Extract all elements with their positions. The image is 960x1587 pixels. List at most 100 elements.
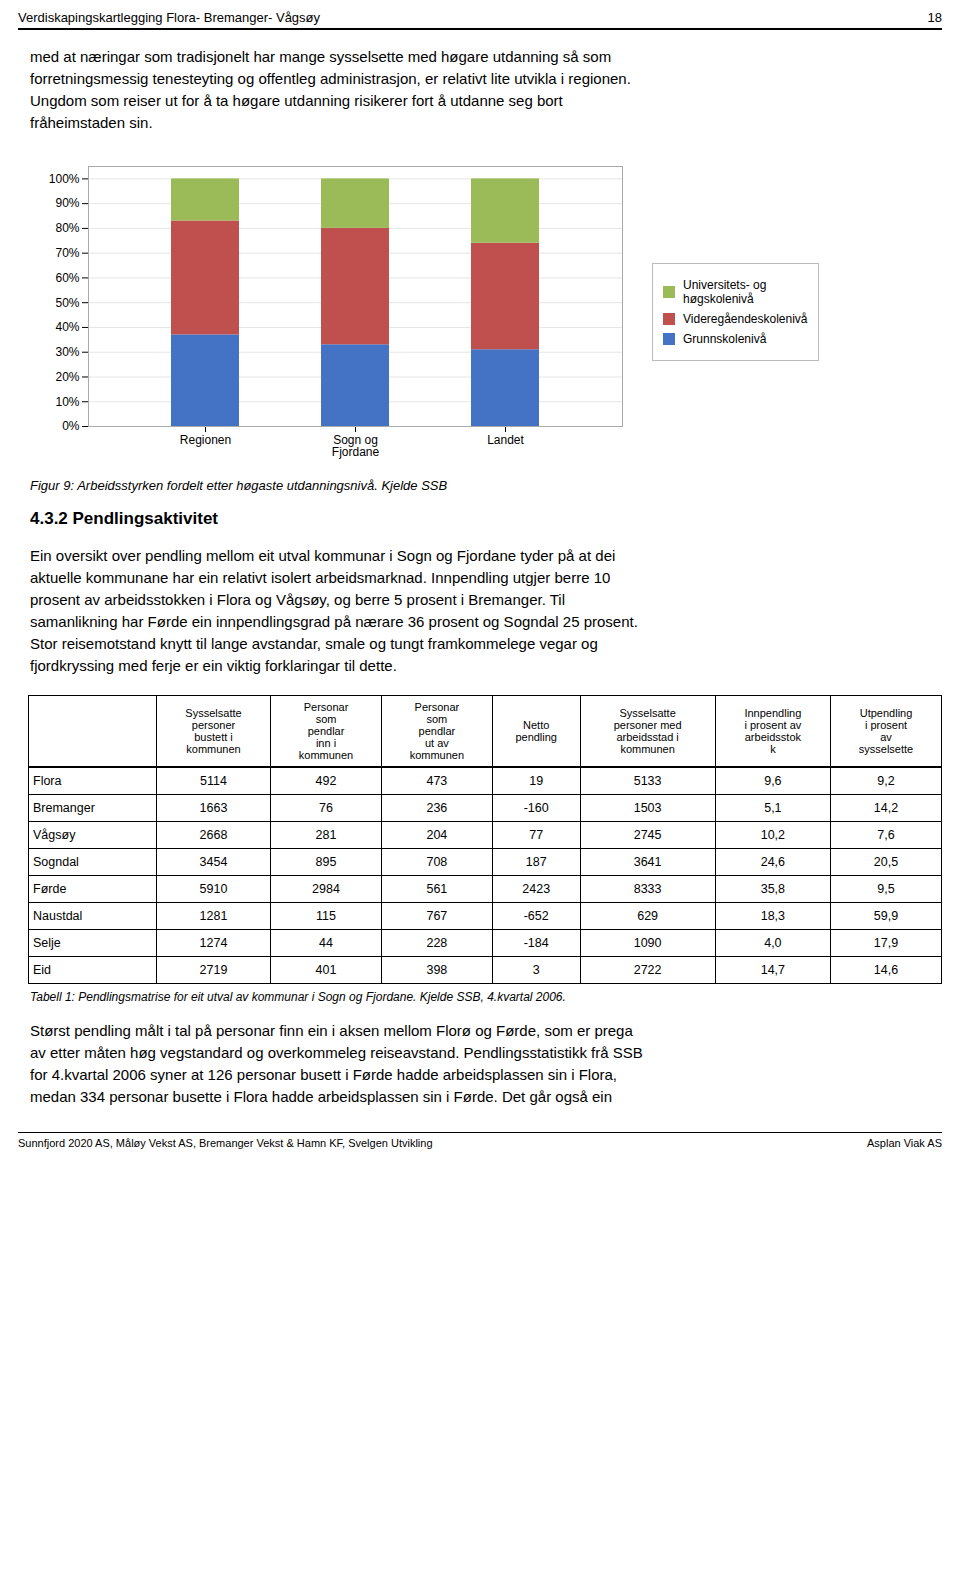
- html-text:2719: 2719: [199, 963, 228, 977]
- html-text:18,3: 18,3: [760, 909, 786, 923]
- html-text:10,2: 10,2: [760, 828, 786, 842]
- svg-text:50%: 50%: [55, 296, 79, 310]
- html-text:7,6: 7,6: [877, 828, 895, 842]
- html-text:2668: 2668: [199, 828, 228, 842]
- html-text:708: 708: [426, 855, 448, 869]
- html-text:Størst pendling målt i tal på: Størst pendling målt i tal på personar f…: [30, 1022, 633, 1039]
- svg-text:40%: 40%: [55, 320, 79, 334]
- html-text:-652: -652: [523, 909, 549, 923]
- html-text:8333: 8333: [633, 882, 662, 896]
- html-text:492: 492: [315, 774, 337, 788]
- svg-text:20%: 20%: [55, 370, 79, 384]
- html-text:17,9: 17,9: [873, 936, 899, 950]
- html-text:5910: 5910: [199, 882, 228, 896]
- svg-text:Sogn ogFjordane: Sogn ogFjordane: [332, 433, 380, 459]
- svg-text:60%: 60%: [55, 271, 79, 285]
- html-text:19: 19: [529, 774, 544, 788]
- svg-text:70%: 70%: [55, 246, 79, 260]
- html-text:Verdiskapingskartlegging Flora: Verdiskapingskartlegging Flora- Bremange…: [18, 10, 320, 25]
- html-text:Selje: Selje: [33, 936, 61, 950]
- html-text:Personar som pendlar inn i kom: Personar som pendlar inn i kommunen: [298, 701, 354, 761]
- html-text:Utpendling i prosent av syssel: Utpendling i prosent av sysselsette: [858, 707, 914, 755]
- html-text:Grunnskolenivå: Grunnskolenivå: [683, 332, 767, 346]
- svg-text:0%: 0%: [62, 419, 80, 433]
- html-text:473: 473: [426, 774, 448, 788]
- html-text:187: 187: [525, 855, 547, 869]
- html-text:5114: 5114: [200, 774, 227, 788]
- html-text:Universitets- og høgskolenivå: Universitets- og høgskolenivå: [683, 278, 767, 306]
- html-text:2745: 2745: [633, 828, 662, 842]
- html-text:Flora: Flora: [33, 774, 62, 788]
- html-text:Sysselsatte personer med arbei: Sysselsatte personer med arbeidsstad i k…: [613, 707, 682, 755]
- html-text:Sogndal: Sogndal: [33, 855, 79, 869]
- html-text:aktuelle kommunane har ein rel: aktuelle kommunane har ein relativt isol…: [30, 569, 611, 586]
- html-text:1090: 1090: [633, 936, 662, 950]
- html-text:4,0: 4,0: [764, 936, 782, 950]
- html-text:24,6: 24,6: [760, 855, 786, 869]
- html-text:9,5: 9,5: [877, 882, 895, 896]
- html-text:1274: 1274: [199, 936, 228, 950]
- html-text:35,8: 35,8: [760, 882, 786, 896]
- html-text:2984: 2984: [312, 882, 340, 896]
- html-text:3641: 3641: [633, 855, 662, 869]
- html-text:for 4.kvartal 2006 syner at 12: for 4.kvartal 2006 syner at 126 personar…: [30, 1066, 617, 1083]
- html-text:Sysselsatte personer bustett i: Sysselsatte personer bustett i kommunen: [185, 707, 242, 755]
- svg-text:30%: 30%: [55, 345, 79, 359]
- html-text:5,1: 5,1: [764, 801, 782, 815]
- html-text:-184: -184: [523, 936, 549, 950]
- html-text:236: 236: [426, 801, 448, 815]
- html-text:18: 18: [927, 10, 942, 25]
- html-text:med at næringar som tradisjone: med at næringar som tradisjonelt har man…: [30, 48, 612, 65]
- html-text:9,6: 9,6: [764, 774, 782, 788]
- svg-text:10%: 10%: [55, 395, 79, 409]
- svg-text:80%: 80%: [55, 221, 79, 235]
- html-text:629: 629: [637, 909, 659, 923]
- svg-text:100%: 100%: [49, 172, 80, 186]
- html-text:Bremanger: Bremanger: [33, 801, 95, 815]
- html-text:Stor reisemotstand knytt til l: Stor reisemotstand knytt til lange avsta…: [30, 635, 598, 652]
- html-text:Figur 9: Arbeidsstyrken fordel: Figur 9: Arbeidsstyrken fordelt etter hø…: [30, 478, 448, 493]
- html-text:1281: 1281: [199, 909, 228, 923]
- html-text:medan 334 personar busette i F: medan 334 personar busette i Flora hadde…: [30, 1088, 612, 1105]
- html-text:59,9: 59,9: [873, 909, 899, 923]
- html-text:4.3.2 Pendlingsaktivitet: 4.3.2 Pendlingsaktivitet: [30, 509, 218, 528]
- svg-text:Regionen: Regionen: [180, 433, 231, 447]
- html-text:767: 767: [426, 909, 448, 923]
- html-text:1503: 1503: [633, 801, 662, 815]
- html-text:115: 115: [316, 909, 336, 923]
- html-text:fjordkryssing med ferje er ein: fjordkryssing med ferje er ein viktig fo…: [30, 657, 397, 674]
- html-text:228: 228: [426, 936, 448, 950]
- html-text:77: 77: [529, 828, 544, 842]
- svg-text:Landet: Landet: [487, 433, 524, 447]
- html-text:prosent av arbeidsstokken i Fl: prosent av arbeidsstokken i Flora og Våg…: [30, 591, 565, 608]
- html-text:204: 204: [426, 828, 448, 842]
- html-text:samanlikning har Førde ein inn: samanlikning har Førde ein innpendlingsg…: [30, 613, 638, 630]
- html-text:forretningsmessig tenesteyting: forretningsmessig tenesteyting og offent…: [30, 70, 631, 87]
- html-text:Naustdal: Naustdal: [33, 909, 83, 923]
- html-text:44: 44: [319, 936, 333, 950]
- svg-text:90%: 90%: [55, 196, 79, 210]
- html-text:561: 561: [426, 882, 448, 896]
- html-text:av etter måten høg vegstandard: av etter måten høg vegstandard og overko…: [30, 1044, 643, 1061]
- html-text:-160: -160: [523, 801, 549, 815]
- html-text:Innpendling i prosent av arbei: Innpendling i prosent av arbeidsstok k: [744, 707, 802, 755]
- html-text:fråheimstaden sin.: fråheimstaden sin.: [30, 114, 153, 131]
- html-text:14,2: 14,2: [873, 801, 899, 815]
- html-text:2423: 2423: [522, 882, 551, 896]
- html-text:Ein oversikt over pendling mel: Ein oversikt over pendling mellom eit ut…: [30, 547, 616, 564]
- html-text:281: 281: [315, 828, 337, 842]
- html-text:Netto pendling: Netto pendling: [515, 719, 557, 743]
- html-text:Personar som pendlar ut av kom: Personar som pendlar ut av kommunen: [409, 701, 465, 761]
- html-text:Videregåendeskolenivå: Videregåendeskolenivå: [683, 312, 808, 326]
- html-text:Eid: Eid: [33, 963, 52, 977]
- html-text:5133: 5133: [633, 774, 662, 788]
- html-text:Vågsøy: Vågsøy: [33, 828, 76, 842]
- html-text:76: 76: [319, 801, 333, 815]
- html-text:20,5: 20,5: [873, 855, 899, 869]
- html-text:Ungdom som reiser ut for å ta: Ungdom som reiser ut for å ta høgare utd…: [30, 92, 563, 109]
- html-text:895: 895: [315, 855, 337, 869]
- html-text:3454: 3454: [199, 855, 228, 869]
- html-text:9,2: 9,2: [877, 774, 895, 788]
- html-text:1663: 1663: [199, 801, 228, 815]
- html-text:Førde: Førde: [33, 882, 67, 896]
